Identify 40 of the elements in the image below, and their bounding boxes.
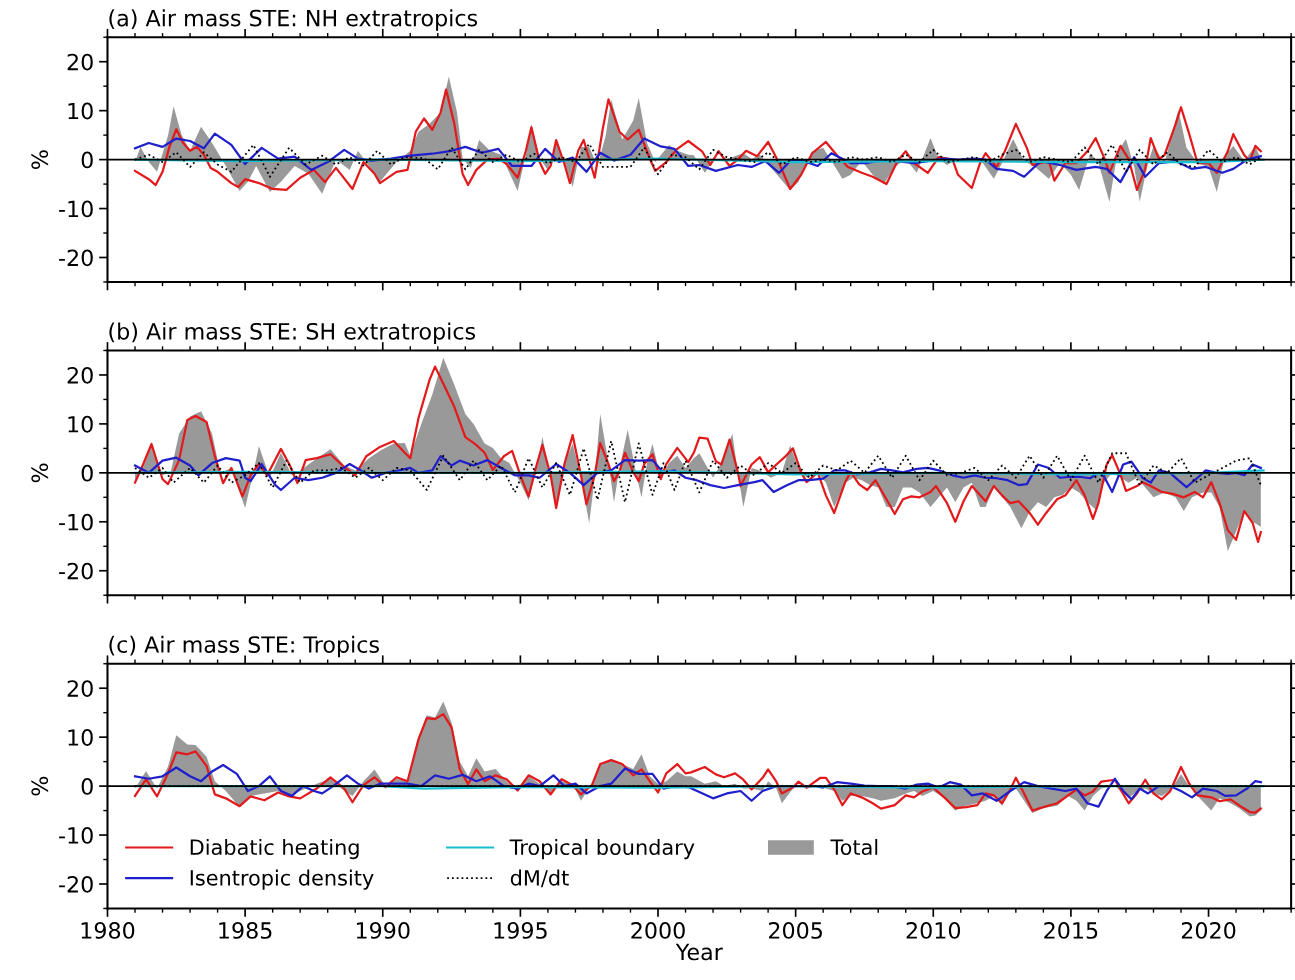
y-tick-label: -10 bbox=[59, 200, 93, 218]
x-tick-label: 2010 bbox=[906, 922, 961, 939]
y-tick-label: 20 bbox=[67, 53, 93, 71]
line-series bbox=[133, 763, 1262, 808]
chart-title: (a) Air mass STE: NH extratropics bbox=[109, 9, 478, 31]
x-tick-label: 2015 bbox=[1044, 922, 1098, 939]
y-tick-label: -20 bbox=[59, 875, 93, 893]
x-tick-label: 2005 bbox=[768, 922, 822, 939]
y-tick-label: -20 bbox=[59, 249, 93, 267]
y-tick-label: -20 bbox=[59, 562, 93, 580]
legend-label: Diabatic heating bbox=[190, 838, 359, 860]
line-series bbox=[133, 132, 1262, 184]
y-tick-label: 10 bbox=[68, 415, 93, 433]
y-tick-label: 10 bbox=[68, 102, 93, 120]
x-tick-label: 2000 bbox=[631, 922, 685, 939]
y-tick-label: 0 bbox=[81, 151, 93, 169]
x-axis-title: Year bbox=[675, 943, 723, 961]
y-tick-label: 10 bbox=[68, 729, 93, 746]
legend-label: Isentropic density bbox=[190, 869, 374, 890]
x-tick-label: 1990 bbox=[356, 922, 410, 939]
y-axis-title: % bbox=[31, 463, 49, 483]
line-series bbox=[133, 88, 1262, 192]
x-tick-label: 2020 bbox=[1181, 922, 1236, 939]
y-tick-label: 20 bbox=[67, 366, 93, 384]
y-tick-label: 20 bbox=[67, 680, 93, 697]
y-tick-label: -10 bbox=[59, 513, 93, 531]
y-axis-title: % bbox=[31, 150, 49, 169]
x-tick-label: 1985 bbox=[219, 922, 272, 939]
chart-title: (b) Air mass STE: SH extratropics bbox=[109, 322, 476, 344]
line-series bbox=[133, 455, 1262, 494]
legend-label: Total bbox=[830, 838, 878, 856]
y-tick-label: 0 bbox=[81, 778, 93, 795]
chart-title: (c) Air mass STE: Tropics bbox=[109, 635, 379, 658]
legend-label: dM/dt bbox=[510, 869, 569, 888]
y-tick-label: 0 bbox=[81, 464, 93, 482]
legend-label: Tropical boundary bbox=[509, 838, 695, 860]
y-axis-title: % bbox=[31, 776, 49, 796]
x-tick-label: 1995 bbox=[494, 922, 547, 939]
x-tick-label: 1980 bbox=[81, 922, 135, 939]
y-tick-label: -10 bbox=[59, 826, 93, 844]
